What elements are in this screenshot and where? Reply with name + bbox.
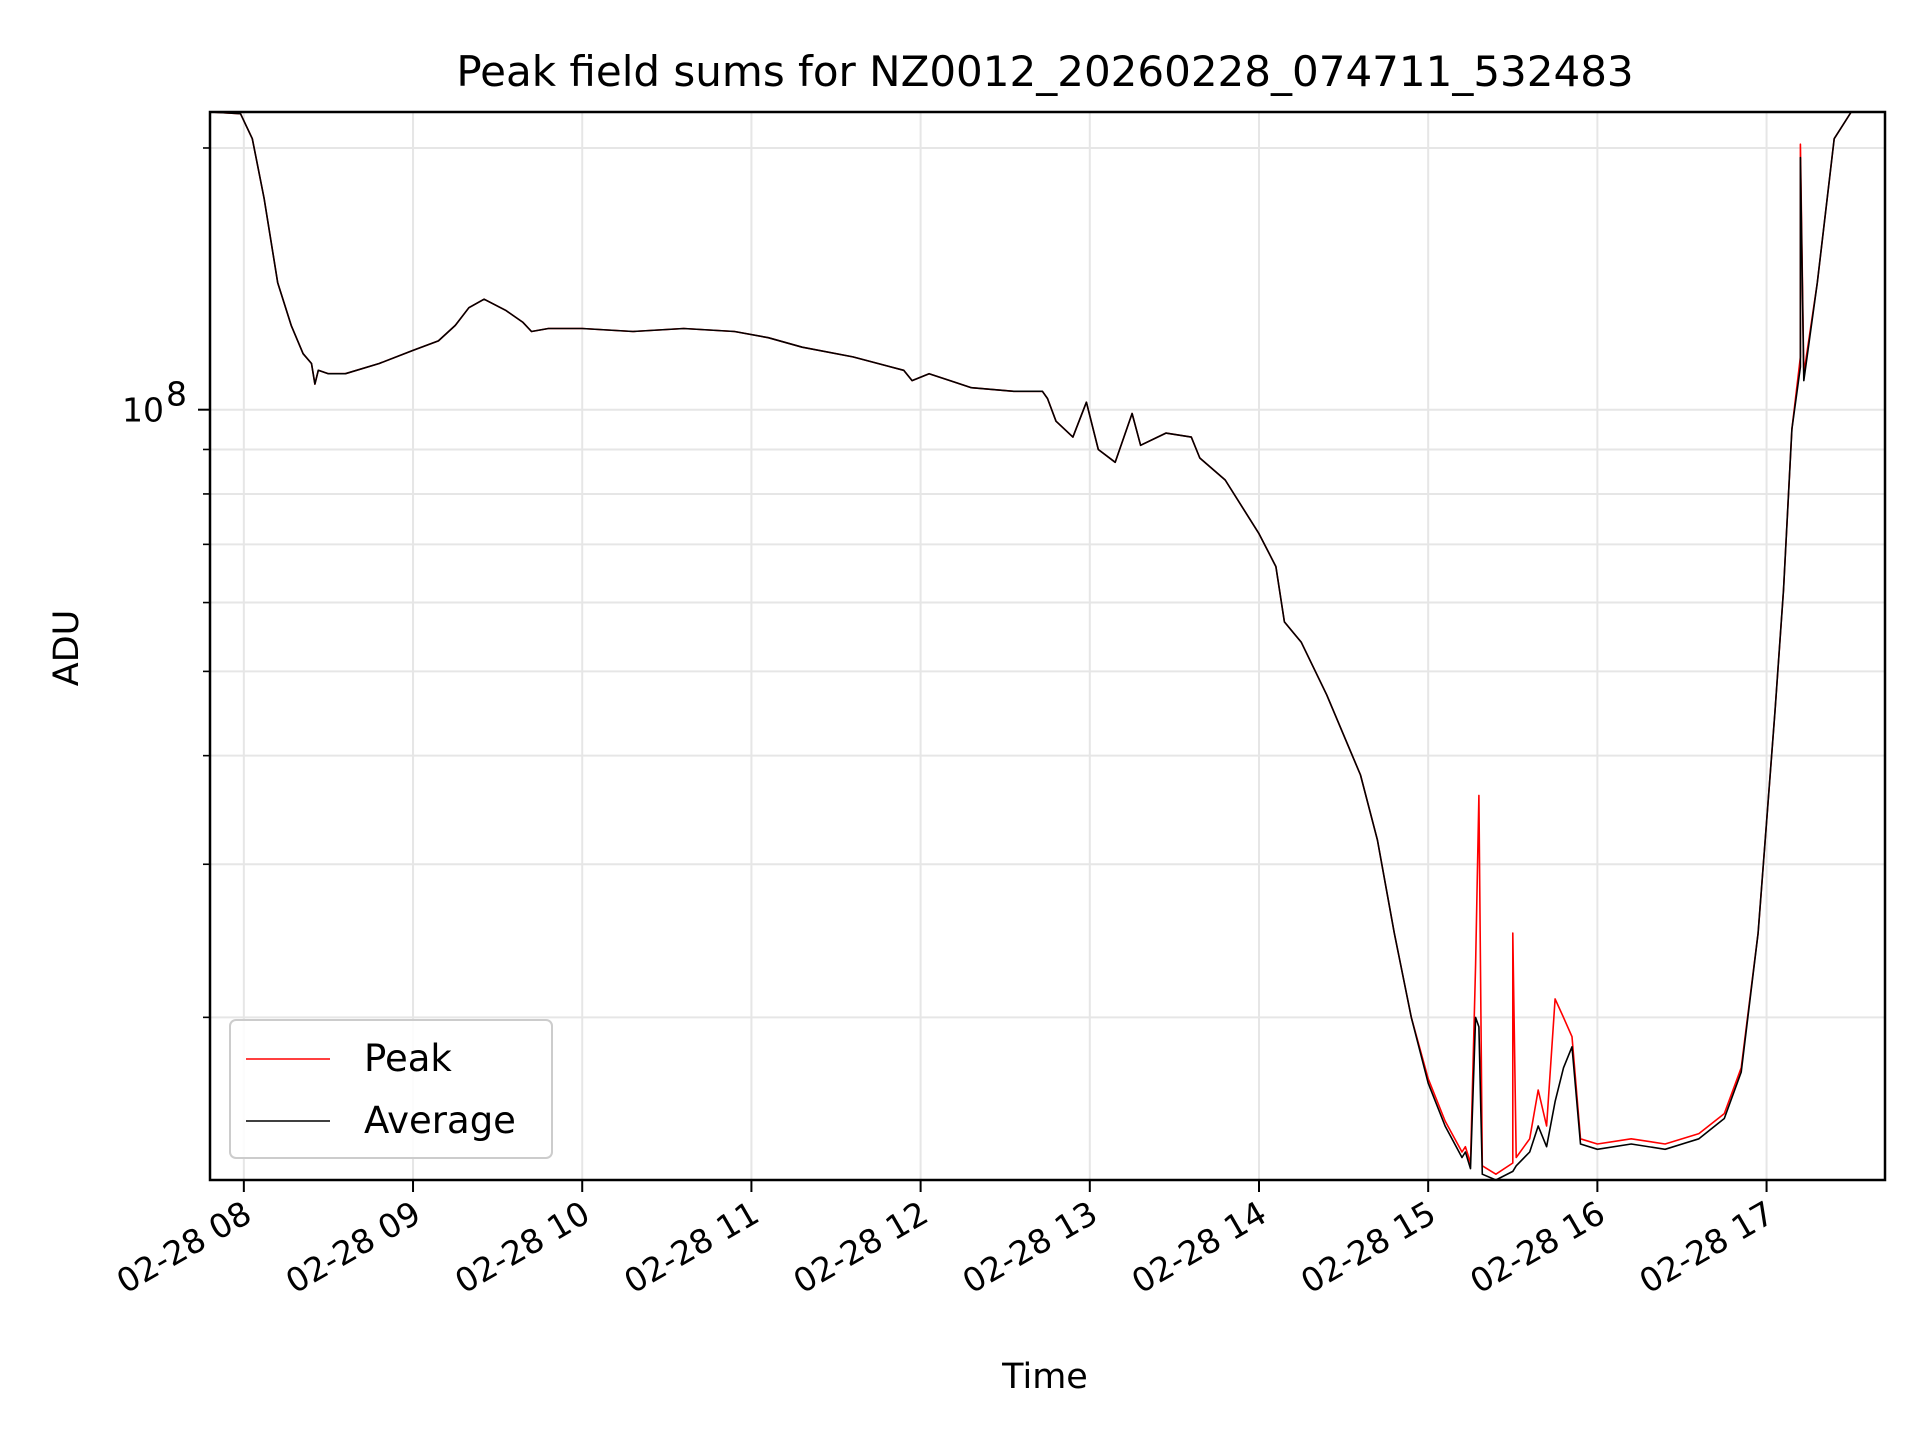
legend-peak-label: Peak [364,1037,452,1080]
x-tick-label: 02-28 13 [956,1193,1104,1301]
x-tick-label: 02-28 09 [279,1193,427,1301]
x-tick-label: 02-28 17 [1633,1193,1781,1301]
series-layer [210,112,1885,1180]
plot-frame [208,110,1887,1182]
x-axis-label: Time [1001,1357,1088,1397]
y-axis: 10 8 [122,147,210,1019]
chart-title: Peak field sums for NZ0012_20260228_0747… [456,47,1633,96]
legend-box [229,1019,553,1159]
grid [210,112,1885,1180]
x-tick-label: 02-28 15 [1294,1193,1442,1301]
x-tick-label: 02-28 10 [448,1193,596,1301]
legend: Peak Average [229,1019,553,1159]
series-line-average [210,112,1885,1180]
y-axis-label: ADU [47,610,87,687]
legend-average-label: Average [364,1099,516,1142]
x-axis: 02-28 08 02-28 09 02-28 10 02-28 11 02-28 12… [110,1180,1781,1301]
x-tick-label: 02-28 08 [110,1193,258,1301]
x-tick-label: 02-28 11 [617,1193,765,1301]
x-tick-label: 02-28 14 [1125,1193,1273,1301]
series-line-peak [210,112,1885,1175]
y-tick-exponent: 8 [166,375,187,414]
x-tick-label: 02-28 16 [1463,1193,1611,1301]
x-tick-label: 02-28 12 [787,1193,935,1301]
y-tick-label: 10 [122,391,164,430]
